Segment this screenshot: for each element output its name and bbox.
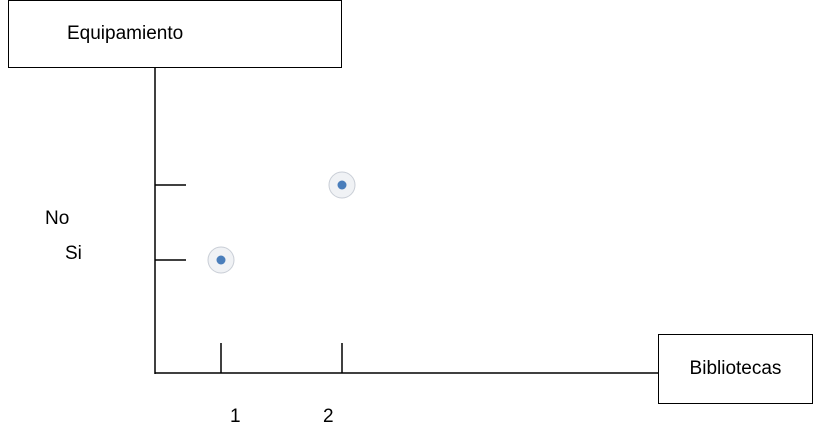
y-tick-label-si: Si — [65, 243, 82, 264]
x-axis-title: Bibliotecas — [658, 334, 813, 404]
y-tick-label-no: No — [45, 208, 70, 229]
x-axis-title-text: Bibliotecas — [689, 358, 782, 379]
y-axis-title: Equipamiento — [8, 0, 342, 68]
x-tick-label-1: 1 — [230, 406, 241, 427]
y-axis-title-text: Equipamiento — [67, 23, 184, 44]
data-point-2 — [328, 171, 356, 199]
x-tick-label-2: 2 — [323, 406, 334, 427]
data-point-1 — [207, 246, 235, 274]
